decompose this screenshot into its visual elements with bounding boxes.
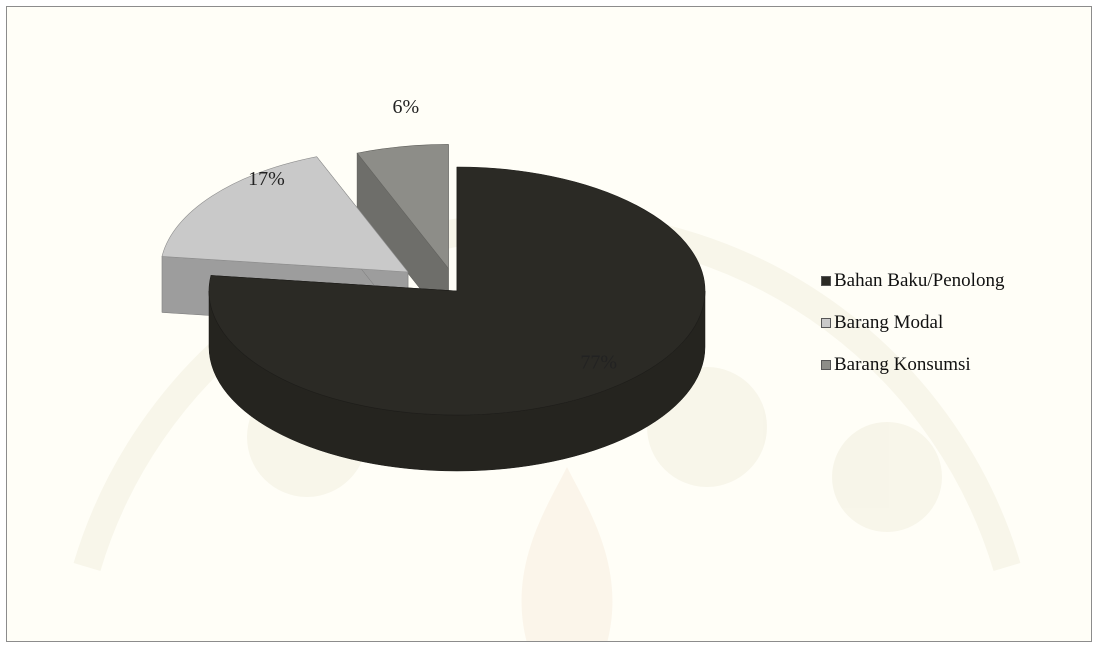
legend-label: Barang Konsumsi: [834, 354, 971, 375]
data-label: 6%: [393, 96, 420, 118]
pie-slice: [208, 166, 706, 416]
data-label: 17%: [248, 168, 285, 190]
legend-swatch-barang-modal: [821, 318, 831, 328]
legend-swatch-barang-konsumsi: [821, 360, 831, 370]
data-label: 77%: [580, 352, 617, 374]
legend-label: Barang Modal: [834, 312, 944, 333]
pie-tops: [161, 144, 706, 416]
legend-item: Barang Konsumsi: [821, 354, 1004, 375]
legend-label: Bahan Baku/Penolong: [834, 270, 1005, 291]
chart-legend: Bahan Baku/Penolong Barang Modal Barang …: [821, 270, 1005, 397]
pie-slice: [161, 156, 409, 273]
pie-chart: 77% 17% 6%: [161, 96, 706, 472]
legend-item: Bahan Baku/Penolong: [821, 270, 1005, 291]
chart-frame: 77% 17% 6% Bahan Baku/Penolong Barang Moda…: [6, 6, 1092, 642]
pie-slice: [356, 144, 449, 270]
legend-item: Barang Modal: [821, 312, 1004, 333]
legend-swatch-bahan-baku: [821, 276, 831, 286]
